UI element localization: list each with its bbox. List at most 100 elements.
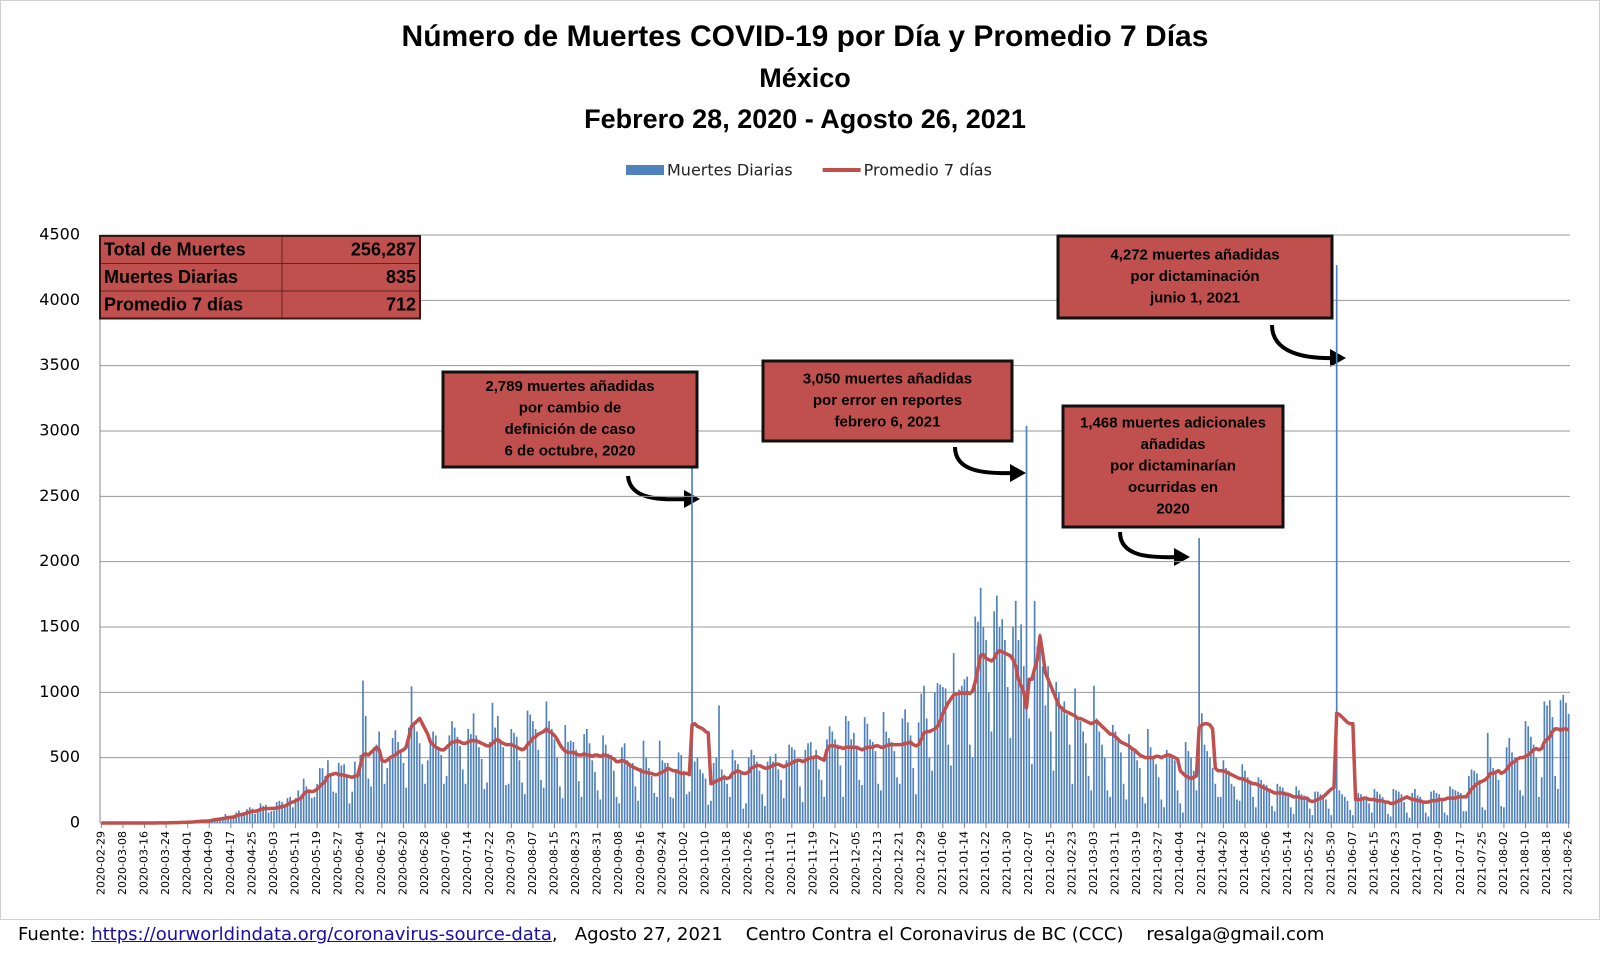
bar [990, 731, 993, 823]
bar [399, 749, 402, 823]
bar [1352, 815, 1354, 823]
bar [348, 803, 351, 823]
bar [1225, 768, 1227, 823]
bar [774, 753, 777, 823]
bar [723, 774, 726, 823]
bar [993, 611, 995, 823]
bar [715, 757, 718, 823]
bar [1532, 744, 1535, 823]
bar [1449, 786, 1451, 823]
bar [1565, 702, 1567, 823]
bar [1200, 713, 1203, 823]
bar [882, 711, 885, 823]
chart-subtitle: México [759, 63, 851, 93]
bar [1128, 734, 1130, 823]
bar [1327, 808, 1330, 823]
bar [1384, 802, 1387, 823]
bar [782, 798, 785, 823]
bar [672, 798, 675, 823]
bar [1543, 701, 1546, 823]
x-tick-label: 2020-06-20 [396, 831, 409, 895]
bar [340, 765, 343, 823]
bar [1438, 794, 1441, 823]
chart-date-range: Febrero 28, 2020 - Agosto 26, 2021 [584, 104, 1026, 134]
x-tick-label: 2020-11-27 [828, 831, 841, 895]
bar [273, 810, 275, 823]
x-tick-label: 2020-09-08 [612, 831, 625, 895]
bar [599, 799, 602, 823]
x-tick-label: 2021-05-14 [1281, 831, 1294, 895]
bar [507, 783, 510, 823]
bar [575, 749, 577, 823]
bar [569, 740, 572, 823]
bar [675, 772, 677, 823]
bar [324, 775, 327, 823]
bar [680, 755, 683, 823]
table-value: 712 [386, 295, 416, 315]
bar [623, 743, 626, 823]
chart: Número de Muertes COVID-19 por Día y Pro… [0, 0, 1600, 920]
legend-swatch [626, 165, 664, 175]
bar [1505, 747, 1508, 823]
x-tick-label: 2020-10-26 [742, 831, 755, 895]
bar [1036, 646, 1039, 823]
bar [235, 812, 238, 823]
bar [1022, 666, 1025, 823]
bar [639, 768, 642, 823]
table-cell [99, 290, 283, 319]
bar [804, 749, 807, 823]
bar [499, 739, 502, 823]
annotation-text: ocurridas en [1128, 479, 1218, 496]
bar [1343, 796, 1346, 823]
bar [345, 774, 348, 823]
bar [1548, 700, 1551, 823]
bar [1462, 811, 1465, 823]
bar [1203, 744, 1206, 823]
bar [478, 747, 480, 823]
bar [1130, 747, 1133, 823]
bar [586, 728, 588, 823]
bar [642, 740, 645, 823]
footer-text: , Agosto 27, 2021 Centro Contra el Coron… [551, 924, 1325, 945]
bar [823, 796, 826, 823]
y-tick-label: 3500 [39, 355, 80, 374]
bar [1559, 700, 1562, 823]
x-tick-label: 2020-05-11 [289, 831, 302, 895]
bar [1276, 783, 1279, 823]
bar [1365, 798, 1368, 823]
bar [1117, 738, 1120, 823]
bar [434, 735, 437, 823]
x-tick-label: 2020-07-14 [461, 831, 474, 895]
source-link[interactable]: https://ourworldindata.org/coronavirus-s… [91, 924, 552, 945]
arrow [1270, 324, 1337, 361]
bar [904, 709, 906, 823]
x-tick-label: 2020-06-04 [353, 831, 366, 895]
x-tick-label: 2021-03-03 [1087, 831, 1100, 895]
bar [1341, 794, 1343, 823]
bar [1376, 791, 1378, 823]
bar [969, 744, 971, 823]
bar [1090, 790, 1093, 823]
bar [1087, 775, 1090, 823]
bar [526, 710, 529, 823]
bar [658, 740, 661, 823]
bar [618, 803, 621, 823]
bar [1165, 749, 1168, 823]
bar [1508, 738, 1511, 823]
bar [1538, 796, 1540, 823]
bar [731, 749, 734, 823]
bar [1338, 790, 1341, 823]
x-tick-label: 2020-05-19 [310, 831, 323, 895]
bar [470, 734, 472, 823]
bar [594, 772, 596, 823]
y-tick-label: 4500 [39, 225, 80, 244]
bar [1330, 815, 1333, 823]
bar [952, 653, 955, 823]
bar [418, 743, 421, 823]
bar [372, 747, 375, 823]
bar [920, 693, 923, 823]
bar [378, 731, 381, 823]
bar [1397, 791, 1400, 823]
bar [483, 789, 486, 823]
